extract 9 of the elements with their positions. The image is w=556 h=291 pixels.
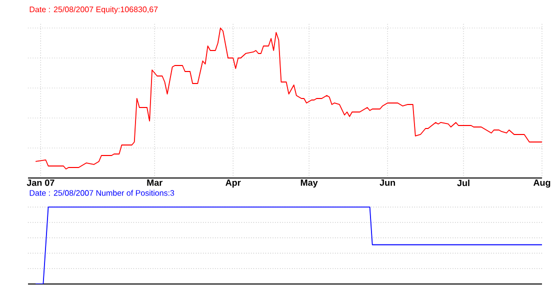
x-tick-label: Aug	[533, 180, 550, 188]
chart-title: Date : 25/08/2007 Number of Positions:3	[30, 190, 174, 196]
chart-title: Date : 25/08/2007 Equity:106830,67	[30, 6, 158, 14]
x-tick-label: Jan 07	[26, 180, 54, 186]
x-tick-label: Jun	[380, 180, 395, 186]
x-tick-label: Jul	[457, 180, 470, 186]
x-tick-label: Apr	[226, 180, 241, 188]
x-tick-label: Mar	[147, 180, 162, 186]
x-tick-label: May	[300, 180, 318, 188]
